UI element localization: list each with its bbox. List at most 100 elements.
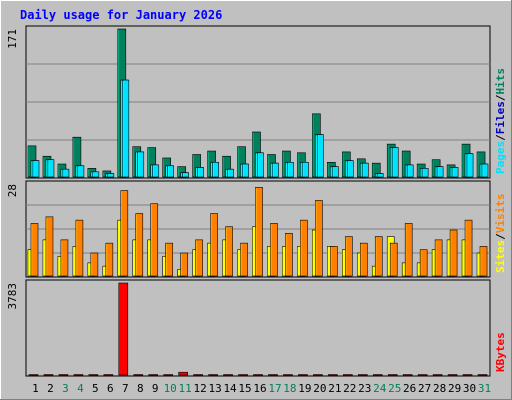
bar-pages-day-17 bbox=[272, 162, 279, 178]
day-label-9: 9 bbox=[152, 382, 159, 395]
bar-kbytes-day-23 bbox=[357, 374, 368, 376]
legend-hits-files-pages: Pages/Files/Hits bbox=[494, 68, 507, 174]
day-label-18: 18 bbox=[283, 382, 296, 395]
bar-kbytes-day-10 bbox=[163, 374, 174, 376]
bar-visits-day-27 bbox=[419, 249, 428, 277]
bar-kbytes-day-22 bbox=[343, 374, 353, 376]
bar-pages-day-15 bbox=[242, 163, 249, 178]
panel-kbytes bbox=[25, 279, 491, 377]
bar-visits-day-11 bbox=[180, 252, 188, 277]
bar-visits-day-18 bbox=[285, 232, 293, 277]
day-label-15: 15 bbox=[238, 382, 251, 395]
bar-pages-day-9 bbox=[152, 164, 160, 178]
day-label-16: 16 bbox=[253, 382, 266, 395]
bar-visits-day-6 bbox=[105, 242, 114, 277]
day-label-17: 17 bbox=[268, 382, 281, 395]
bar-pages-day-29 bbox=[451, 167, 459, 178]
bar-kbytes-day-29 bbox=[447, 374, 458, 376]
day-label-8: 8 bbox=[137, 382, 144, 395]
bar-visits-day-23 bbox=[359, 242, 368, 277]
bar-kbytes-day-20 bbox=[313, 374, 323, 376]
day-label-2: 2 bbox=[47, 382, 54, 395]
day-label-25: 25 bbox=[388, 382, 401, 395]
bar-kbytes-day-17 bbox=[268, 374, 278, 376]
bar-visits-day-15 bbox=[240, 242, 248, 277]
bar-visits-day-1 bbox=[30, 223, 39, 277]
bar-kbytes-day-6 bbox=[103, 374, 114, 376]
day-label-31: 31 bbox=[478, 382, 491, 395]
bar-pages-day-6 bbox=[107, 173, 115, 178]
bar-kbytes-day-9 bbox=[148, 374, 159, 376]
bar-visits-day-24 bbox=[374, 236, 383, 277]
day-label-1: 1 bbox=[32, 382, 39, 395]
day-label-19: 19 bbox=[298, 382, 311, 395]
bar-visits-day-30 bbox=[464, 219, 473, 277]
legend-entry: Files bbox=[494, 101, 507, 134]
legend-entry: / bbox=[494, 94, 507, 101]
bar-visits-day-20 bbox=[315, 200, 323, 277]
day-label-26: 26 bbox=[403, 382, 416, 395]
bar-visits-day-2 bbox=[45, 216, 54, 277]
day-label-12: 12 bbox=[194, 382, 207, 395]
day-label-7: 7 bbox=[122, 382, 129, 395]
bar-pages-day-12 bbox=[197, 167, 204, 178]
bar-pages-day-10 bbox=[167, 165, 175, 178]
bar-kbytes-day-24 bbox=[372, 374, 383, 376]
bar-visits-day-10 bbox=[165, 242, 174, 277]
bar-visits-day-16 bbox=[255, 186, 263, 277]
bar-pages-day-31 bbox=[481, 163, 489, 178]
bar-pages-day-24 bbox=[376, 173, 384, 178]
bar-pages-day-11 bbox=[182, 172, 189, 178]
bar-kbytes-day-27 bbox=[417, 374, 428, 376]
bar-visits-day-28 bbox=[434, 239, 443, 277]
bar-kbytes-day-12 bbox=[193, 374, 203, 376]
day-label-24: 24 bbox=[373, 382, 387, 395]
bar-pages-day-16 bbox=[257, 152, 264, 178]
bar-pages-day-21 bbox=[332, 166, 339, 178]
bar-kbytes-day-15 bbox=[238, 374, 248, 376]
day-label-4: 4 bbox=[77, 382, 84, 395]
bar-kbytes-day-30 bbox=[462, 374, 473, 376]
legend-kbytes: KBytes bbox=[494, 332, 507, 372]
bar-kbytes-day-1 bbox=[28, 374, 39, 376]
bar-pages-day-1 bbox=[32, 160, 40, 178]
bar-pages-day-26 bbox=[406, 164, 414, 178]
legend-entry: Visits bbox=[494, 194, 507, 234]
bar-visits-day-9 bbox=[150, 203, 159, 277]
legend-entry: Hits bbox=[494, 68, 507, 95]
bar-visits-day-3 bbox=[60, 239, 69, 277]
day-label-30: 30 bbox=[463, 382, 476, 395]
legend-entry: Pages bbox=[494, 141, 507, 174]
day-label-5: 5 bbox=[92, 382, 99, 395]
bar-pages-day-5 bbox=[92, 171, 100, 178]
bar-visits-day-22 bbox=[345, 236, 353, 277]
bar-kbytes-day-5 bbox=[88, 374, 99, 376]
bar-visits-day-19 bbox=[300, 219, 308, 277]
chart-title: Daily usage for January 2026 bbox=[20, 8, 222, 22]
max-label-kbytes: 3783 bbox=[6, 283, 19, 310]
bar-pages-day-19 bbox=[302, 161, 309, 178]
bar-kbytes-day-16 bbox=[253, 374, 263, 376]
day-label-23: 23 bbox=[358, 382, 371, 395]
bar-pages-day-27 bbox=[421, 168, 429, 178]
bar-visits-day-7 bbox=[120, 190, 129, 277]
bar-pages-day-13 bbox=[212, 161, 219, 178]
legend-entry: / bbox=[494, 233, 507, 240]
bar-kbytes-day-3 bbox=[58, 374, 69, 376]
bar-kbytes-day-25 bbox=[387, 374, 398, 376]
day-label-6: 6 bbox=[107, 382, 114, 395]
bar-pages-day-25 bbox=[391, 147, 399, 178]
bar-visits-day-13 bbox=[210, 213, 218, 277]
bar-visits-day-4 bbox=[75, 219, 84, 277]
bar-kbytes-day-26 bbox=[402, 374, 413, 376]
day-label-29: 29 bbox=[448, 382, 461, 395]
bar-pages-day-2 bbox=[47, 159, 55, 178]
day-label-22: 22 bbox=[343, 382, 356, 395]
legend-entry: KBytes bbox=[494, 332, 507, 372]
bar-kbytes-day-28 bbox=[432, 374, 443, 376]
bar-visits-day-31 bbox=[479, 246, 488, 277]
bar-pages-day-18 bbox=[287, 161, 294, 178]
bar-pages-day-14 bbox=[227, 168, 234, 178]
